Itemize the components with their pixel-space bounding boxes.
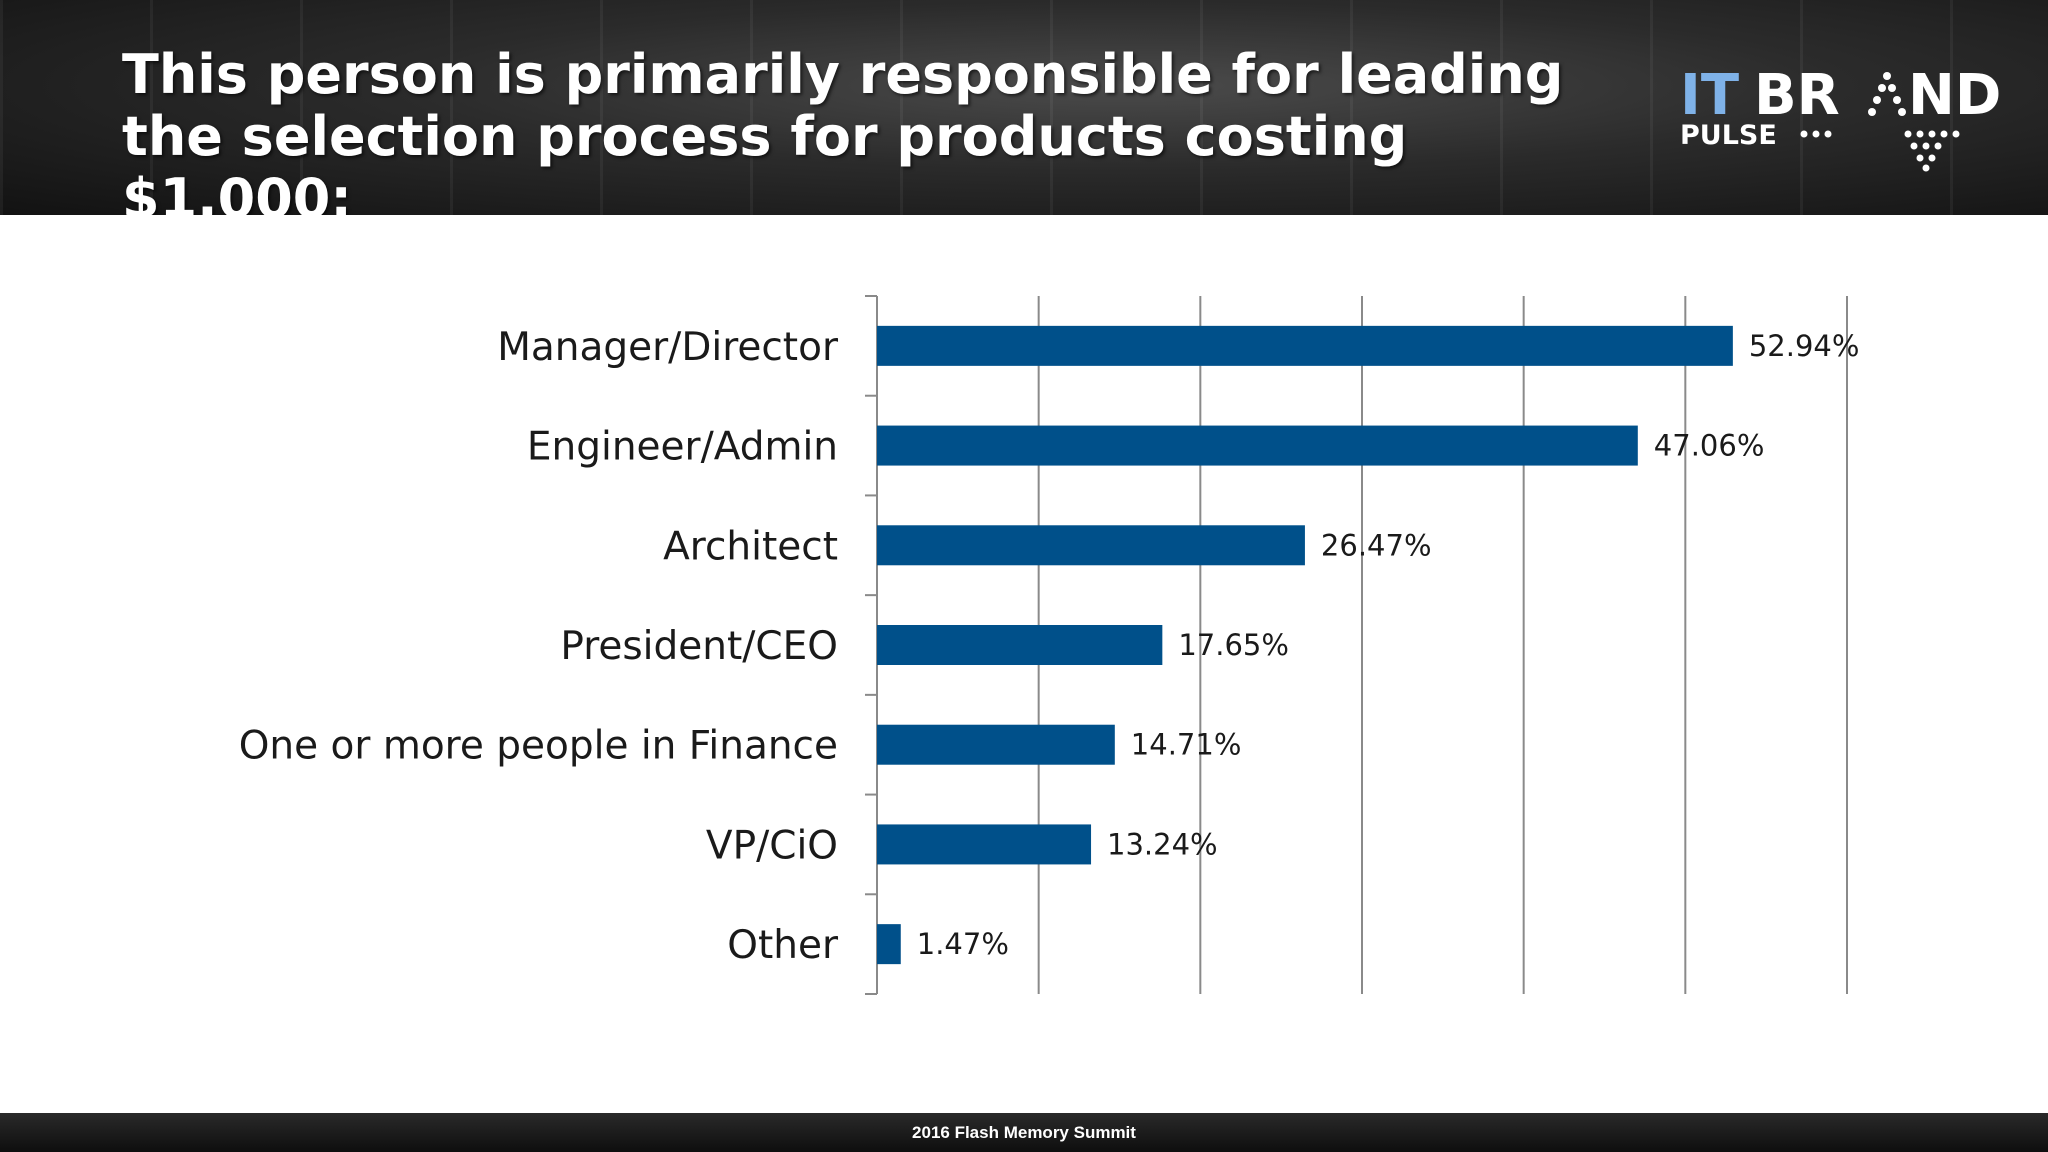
slide-title: This person is primarily responsible for… xyxy=(122,43,1564,216)
category-label: Other xyxy=(727,923,839,968)
logo-brand-text: BR xyxy=(1754,63,1840,128)
logo-a-dots-icon xyxy=(1868,72,1906,116)
category-label: President/CEO xyxy=(560,624,838,669)
category-label: VP/CiO xyxy=(706,823,838,868)
logo-it-text: IT xyxy=(1680,63,1739,128)
data-label: 52.94% xyxy=(1749,329,1860,363)
category-label: Manager/Director xyxy=(497,325,839,370)
bar xyxy=(877,824,1092,865)
chart-category-labels: Manager/Director Engineer/Admin Architect P… xyxy=(239,325,839,968)
itbrand-pulse-logo: IT BR ND PULSE xyxy=(1680,63,2001,172)
data-label: 26.47% xyxy=(1321,528,1432,562)
bar xyxy=(877,425,1638,466)
bar xyxy=(877,625,1163,665)
chart-gridlines xyxy=(1037,296,1848,994)
logo-pulse-dots-icon xyxy=(1800,130,1960,172)
data-label: 47.06% xyxy=(1654,429,1765,463)
bar xyxy=(877,325,1733,366)
data-label: 14.71% xyxy=(1131,728,1242,762)
bar xyxy=(877,525,1305,566)
footer-bar: 2016 Flash Memory Summit xyxy=(0,1113,2048,1152)
chart-bars xyxy=(877,325,1733,965)
chart-axis xyxy=(865,295,878,995)
bar-chart: Manager/Director Engineer/Admin Architect P… xyxy=(239,295,1860,995)
data-label: 13.24% xyxy=(1107,827,1218,861)
chart-value-labels: 52.94% 47.06% 26.47% 17.65% 14.71% 13.24% 1.47… xyxy=(917,329,1860,961)
data-label: 17.65% xyxy=(1178,628,1289,662)
header-banner: This person is primarily responsible for… xyxy=(0,0,2048,215)
footer-text: 2016 Flash Memory Summit xyxy=(912,1123,1136,1142)
data-label: 1.47% xyxy=(917,927,1009,961)
logo-nd-text: ND xyxy=(1908,63,2001,128)
category-label: One or more people in Finance xyxy=(239,724,838,769)
bar xyxy=(877,724,1115,765)
category-label: Engineer/Admin xyxy=(527,425,838,470)
category-label: Architect xyxy=(663,524,838,569)
bar xyxy=(877,924,901,965)
logo-pulse-text: PULSE xyxy=(1680,120,1777,151)
